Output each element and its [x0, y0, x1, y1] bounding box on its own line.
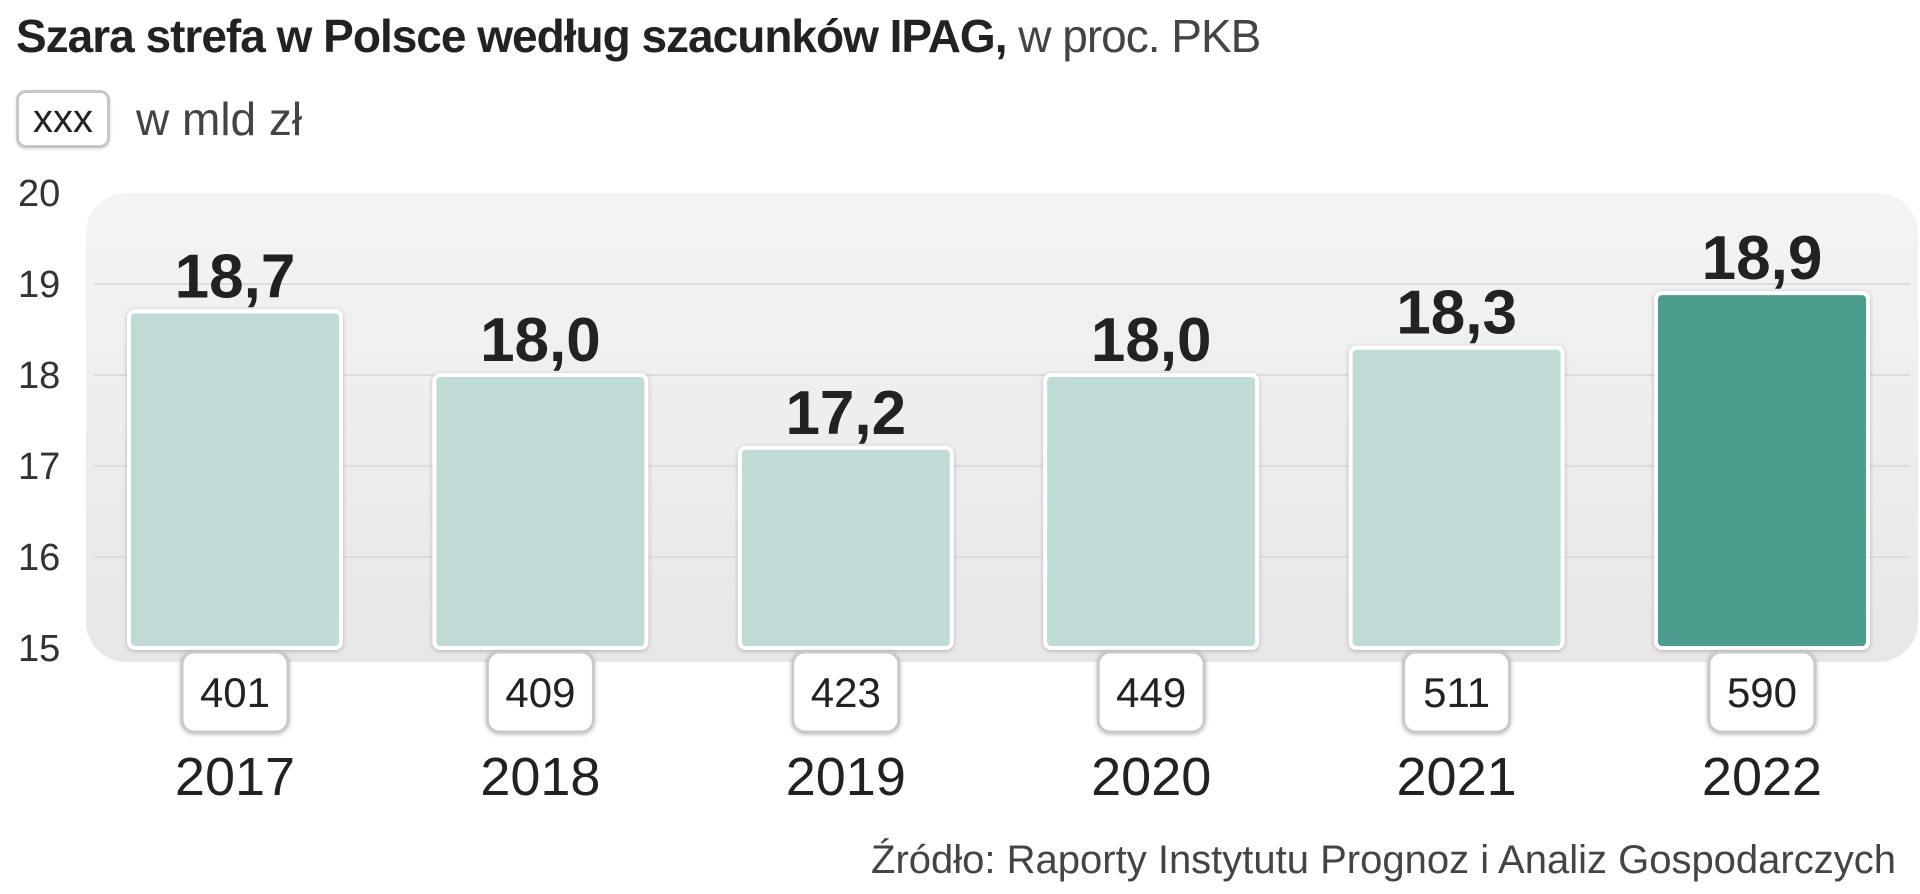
x-tick-label: 2018: [480, 747, 600, 807]
bar-value-label: 18,0: [480, 306, 601, 375]
chart-title-main: Szara strefa w Polsce według szacunków I…: [16, 10, 1007, 62]
amount-box: [180, 650, 290, 734]
y-tick-label: 20: [18, 173, 60, 215]
legend-text: w mld zł: [136, 93, 303, 145]
chart-title: Szara strefa w Polsce według szacunków I…: [16, 6, 1261, 66]
chart-title-unit: w proc. PKB: [1018, 10, 1261, 62]
x-tick-label: 2019: [786, 747, 906, 807]
legend-box: xxx: [16, 90, 110, 148]
amount-label: 449: [1116, 669, 1186, 716]
y-tick-label: 16: [18, 537, 60, 579]
amount-box: [1096, 650, 1206, 734]
amount-box: [791, 650, 901, 734]
bars: [127, 291, 1870, 650]
x-tick-label: 2021: [1397, 747, 1517, 807]
x-tick-label: 2017: [175, 747, 295, 807]
bar-chart: 15 16 17 18 19 20 18,7 401 2017 18,0 409 2018 17,2 4…: [18, 173, 1918, 807]
source-note: Źródło: Raporty Instytutu Prognoz i Anal…: [871, 838, 1896, 882]
y-tick-label: 18: [18, 355, 60, 397]
bar-value-label: 18,0: [1091, 306, 1212, 375]
bar-value-label: 18,7: [175, 242, 296, 311]
grid-lines: [94, 283, 1910, 558]
y-tick-label: 19: [18, 264, 60, 306]
bar: [1654, 291, 1870, 650]
amount-label: 401: [200, 669, 270, 716]
bar-value-label: 18,3: [1396, 279, 1517, 348]
amount-box: [1707, 650, 1817, 734]
amount-label: 423: [811, 669, 881, 716]
bar: [737, 445, 954, 650]
plot-panel: [86, 193, 1918, 662]
bar: [432, 373, 649, 650]
amount-label: 409: [505, 669, 575, 716]
y-tick-label: 17: [18, 446, 60, 488]
amount-label: 511: [1423, 669, 1490, 716]
amount-label: 590: [1727, 669, 1797, 716]
y-axis: 15 16 17 18 19 20: [18, 173, 60, 670]
y-tick-label: 15: [18, 628, 60, 670]
amount-box: [485, 650, 595, 734]
bar-value-label: 17,2: [785, 379, 906, 448]
labels: 18,7 401 2017 18,0 409 2018 17,2 423 2019 18,0 449…: [175, 224, 1823, 807]
amount-box: [1402, 650, 1512, 734]
x-tick-label: 2022: [1702, 747, 1822, 807]
bar: [127, 309, 343, 650]
bar: [1348, 345, 1565, 650]
bar-value-label: 18,9: [1702, 224, 1823, 293]
x-tick-label: 2020: [1091, 747, 1211, 807]
bar: [1043, 373, 1260, 650]
legend: xxx w mld zł: [16, 88, 302, 150]
